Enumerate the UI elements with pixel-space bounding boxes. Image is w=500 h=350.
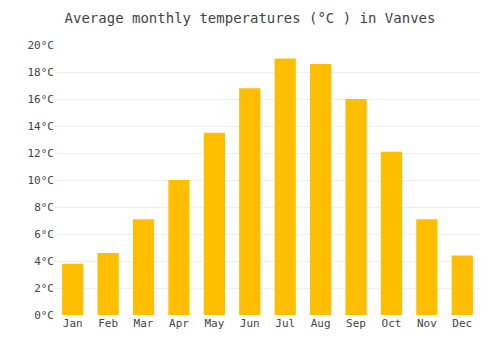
svg-text:4°C: 4°C	[34, 255, 54, 268]
svg-text:0°C: 0°C	[34, 309, 54, 322]
svg-text:10°C: 10°C	[28, 174, 55, 187]
svg-text:Dec: Dec	[452, 317, 472, 330]
svg-text:Sep: Sep	[346, 317, 366, 330]
svg-text:Jul: Jul	[275, 317, 295, 330]
svg-text:Feb: Feb	[98, 317, 118, 330]
svg-text:Mar: Mar	[134, 317, 154, 330]
svg-text:6°C: 6°C	[34, 228, 54, 241]
svg-text:Jun: Jun	[240, 317, 260, 330]
svg-text:Nov: Nov	[417, 317, 437, 330]
svg-text:16°C: 16°C	[28, 93, 55, 106]
svg-text:20°C: 20°C	[28, 39, 55, 52]
svg-text:2°C: 2°C	[34, 282, 54, 295]
svg-text:May: May	[204, 317, 224, 330]
svg-text:Aug: Aug	[311, 317, 331, 330]
svg-text:Oct: Oct	[382, 317, 402, 330]
svg-text:Apr: Apr	[169, 317, 189, 330]
svg-text:14°C: 14°C	[28, 120, 55, 133]
svg-text:18°C: 18°C	[28, 66, 55, 79]
svg-text:8°C: 8°C	[34, 201, 54, 214]
svg-text:Average monthly temperatures (: Average monthly temperatures (°C ) in Va…	[65, 10, 436, 26]
svg-text:12°C: 12°C	[28, 147, 55, 160]
svg-text:Jan: Jan	[63, 317, 83, 330]
